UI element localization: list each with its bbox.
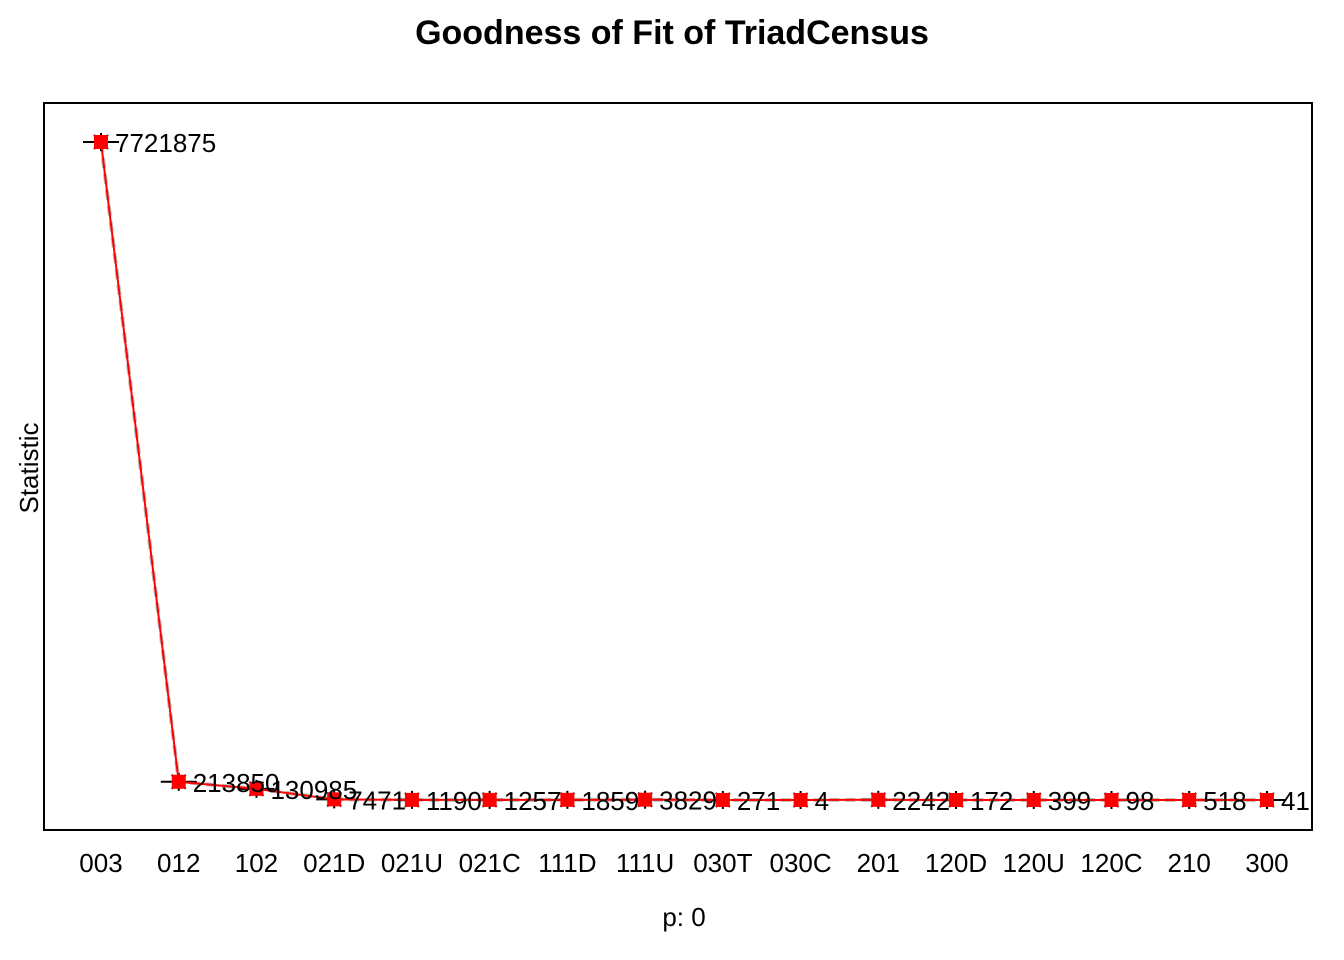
y-axis-label: Statistic bbox=[14, 422, 44, 513]
x-tick-label: 201 bbox=[857, 848, 900, 878]
x-tick-label: 111U bbox=[616, 848, 674, 878]
data-label: 7471 bbox=[348, 785, 406, 815]
x-tick-label: 300 bbox=[1245, 848, 1288, 878]
observed-point bbox=[171, 774, 186, 789]
data-label: 271 bbox=[737, 786, 780, 816]
observed-point bbox=[949, 792, 964, 807]
observed-point bbox=[1104, 792, 1119, 807]
x-tick-label: 111D bbox=[538, 848, 596, 878]
x-tick-label: 021D bbox=[303, 848, 365, 878]
observed-point bbox=[94, 135, 108, 149]
plot-frame bbox=[43, 102, 1313, 831]
data-label: 7721875 bbox=[115, 128, 216, 158]
data-label: 213850 bbox=[193, 768, 280, 798]
x-tick-label: 021U bbox=[381, 848, 443, 878]
x-axis-label: p: 0 bbox=[662, 902, 705, 932]
data-label: 1859 bbox=[581, 786, 639, 816]
data-label: 172 bbox=[970, 786, 1013, 816]
data-label: 399 bbox=[1048, 786, 1091, 816]
data-label: 98 bbox=[1125, 786, 1154, 816]
observed-point bbox=[1182, 792, 1197, 807]
x-tick-label: 102 bbox=[235, 848, 278, 878]
x-tick-label: 210 bbox=[1168, 848, 1211, 878]
observed-line bbox=[100, 141, 1267, 801]
observed-point bbox=[871, 792, 886, 807]
observed-point bbox=[560, 792, 575, 807]
observed-point bbox=[404, 792, 419, 807]
observed-point bbox=[793, 792, 808, 807]
chart-title: Goodness of Fit of TriadCensus bbox=[415, 14, 929, 52]
data-label: 41 bbox=[1281, 786, 1310, 816]
simulated-markers bbox=[83, 133, 1285, 809]
x-tick-label: 120U bbox=[1003, 848, 1065, 878]
observed-point bbox=[638, 792, 653, 807]
data-label: 1257 bbox=[504, 786, 562, 816]
data-label: 3829 bbox=[659, 786, 717, 816]
x-axis-ticks: 003 012 102 021D 021U 021C 111D 111U 030T 030C 201… bbox=[79, 848, 1288, 878]
data-label: 130985 bbox=[270, 775, 357, 805]
x-tick-label: 030C bbox=[769, 848, 831, 878]
x-tick-label: 120C bbox=[1080, 848, 1142, 878]
observed-point bbox=[482, 792, 497, 807]
observed-series bbox=[100, 141, 1267, 801]
observed-points bbox=[94, 135, 1274, 807]
data-label: 2242 bbox=[892, 786, 950, 816]
simulated-range-line bbox=[99, 141, 1267, 802]
data-label: 4 bbox=[815, 786, 829, 816]
observed-point bbox=[249, 781, 264, 796]
x-tick-label: 021C bbox=[459, 848, 521, 878]
x-tick-label: 120D bbox=[925, 848, 987, 878]
x-tick-label: 030T bbox=[693, 848, 752, 878]
simulated-band bbox=[99, 141, 1267, 802]
observed-point bbox=[1026, 792, 1041, 807]
x-tick-label: 012 bbox=[157, 848, 200, 878]
observed-point bbox=[1259, 792, 1274, 807]
data-label: 1190 bbox=[426, 786, 482, 816]
data-label: 518 bbox=[1203, 786, 1246, 816]
observed-point bbox=[715, 792, 730, 807]
observed-point bbox=[327, 792, 342, 807]
x-tick-label: 003 bbox=[79, 848, 122, 878]
